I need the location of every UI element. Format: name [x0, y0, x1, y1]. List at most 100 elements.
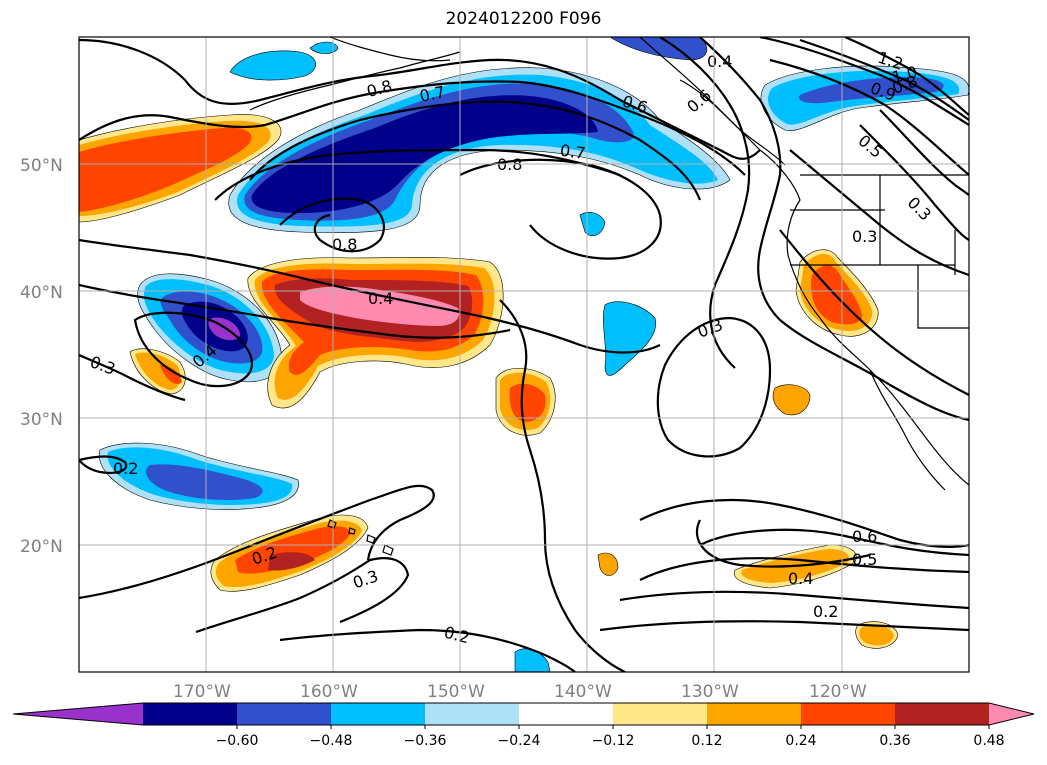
contour-lines	[79, 37, 969, 672]
contour-label-layer: 1.2 1.0 0.9 0.8 0.7 0.6 0.4 0.8 0.7 0.6 …	[88, 48, 936, 648]
colorbar-segment	[331, 703, 426, 725]
colorbar-tick-label: 0.48	[973, 733, 1004, 749]
contour-label: 0.3	[852, 227, 877, 246]
colorbar-segment	[519, 703, 614, 725]
map-frame	[78, 36, 970, 673]
negative-anomaly-region	[609, 37, 708, 61]
positive-anomaly-region	[597, 552, 619, 576]
colorbar-tick-label: −0.24	[498, 733, 541, 749]
contour-line	[844, 37, 969, 116]
negative-anomaly-region	[603, 301, 657, 376]
contour-label: 0.5	[852, 550, 877, 569]
negative-anomaly-region	[229, 50, 316, 81]
positive-anomaly-region	[160, 365, 182, 385]
contour-line	[759, 37, 969, 126]
colorbar-tick-label: 0.36	[879, 733, 910, 749]
negative-anomaly-region	[146, 464, 263, 500]
lon-tick-label: 120°W	[809, 682, 867, 702]
contour-line	[214, 148, 621, 201]
positive-anomaly-region	[859, 624, 894, 646]
contour-label: 0.3	[88, 352, 118, 379]
contour-line	[859, 124, 969, 241]
colorbar-extend-min	[13, 703, 143, 725]
colorbar-tick-label: −0.60	[216, 733, 259, 749]
positive-anomaly-region	[300, 286, 460, 326]
negative-anomaly-region	[309, 41, 339, 54]
alaska-coastline	[329, 37, 451, 62]
negative-anomaly-region	[799, 77, 944, 104]
lat-tick-label: 50°N	[20, 156, 63, 176]
colorbar-segment	[425, 703, 520, 725]
colorbar-tick-label: −0.12	[592, 733, 635, 749]
contour-label: 0.2	[813, 602, 838, 621]
contour-line	[639, 557, 969, 581]
colorbar-tick-label: 0.24	[785, 733, 816, 749]
contour-line	[769, 58, 969, 176]
colorbar-tick-label: 0.12	[691, 733, 722, 749]
colorbar-outline	[12, 702, 1035, 726]
graticule	[79, 37, 969, 672]
colorbar-tick-label: −0.36	[404, 733, 447, 749]
contour-line	[619, 590, 969, 610]
contour-label: 0.5	[855, 131, 887, 162]
coastlines	[249, 37, 969, 556]
negative-anomaly-region	[251, 95, 599, 214]
contour-label: 0.4	[707, 52, 732, 71]
colorbar: −0.60 −0.48 −0.36 −0.24 −0.12 0.12 0.24 0.36 0.4…	[12, 702, 1035, 749]
lat-tick-labels: 20°N 30°N 40°N 50°N	[20, 156, 63, 557]
colorbar-segment	[801, 703, 896, 725]
contour-line	[79, 80, 746, 176]
lat-tick-label: 40°N	[20, 283, 63, 303]
positive-anomaly-region	[268, 552, 315, 571]
positive-anomaly-region	[772, 384, 811, 416]
map-title: 2024012200 F096	[445, 9, 602, 29]
contour-line	[279, 628, 576, 672]
shaded-anomaly-layer	[79, 37, 969, 672]
contour-label: 0.2	[442, 622, 472, 647]
contour-line	[279, 197, 386, 253]
contour-line	[79, 283, 511, 339]
state-border	[790, 175, 969, 329]
positive-anomaly-region	[135, 352, 181, 390]
negative-anomaly-region	[579, 212, 606, 237]
contour-line	[499, 299, 626, 672]
contour-label: 0.6	[683, 86, 715, 117]
lat-tick-label: 20°N	[20, 537, 63, 557]
contour-line	[789, 149, 969, 277]
colorbar-segment	[613, 703, 708, 725]
lon-tick-labels: 170°W 160°W 150°W 140°W 130°W 120°W	[173, 682, 867, 702]
contour-line	[699, 37, 969, 422]
contour-line	[79, 238, 661, 354]
contour-line	[799, 38, 969, 121]
contour-line	[699, 528, 969, 557]
contour-label: 0.8	[332, 235, 357, 254]
baja-coastline	[869, 369, 946, 491]
contour-line	[195, 557, 410, 634]
lon-tick-label: 160°W	[300, 682, 358, 702]
contour-line	[249, 100, 702, 201]
contour-label: 0.4	[368, 289, 393, 308]
contour-label: 0.6	[852, 527, 877, 546]
contour-line	[656, 316, 772, 458]
contour-line	[79, 455, 128, 474]
positive-anomaly-region	[509, 383, 546, 422]
lon-tick-label: 170°W	[173, 682, 231, 702]
contour-line	[879, 109, 969, 196]
contour-label: 0.7	[418, 82, 447, 106]
contour-line	[79, 353, 186, 402]
contour-label: 0.4	[788, 569, 813, 588]
contour-line	[79, 484, 435, 600]
hawaii-islands	[327, 519, 394, 556]
lon-tick-label: 130°W	[681, 682, 739, 702]
negative-anomaly-region	[514, 648, 551, 672]
contour-line	[639, 498, 969, 548]
contour-line	[599, 620, 969, 632]
colorbar-extend-max	[989, 703, 1034, 725]
contour-line	[695, 519, 871, 568]
colorbar-segment	[707, 703, 802, 725]
contour-line	[779, 229, 969, 396]
colorbar-segment	[237, 703, 332, 725]
contour-label: 0.8	[365, 76, 395, 101]
contour-line	[133, 311, 253, 388]
